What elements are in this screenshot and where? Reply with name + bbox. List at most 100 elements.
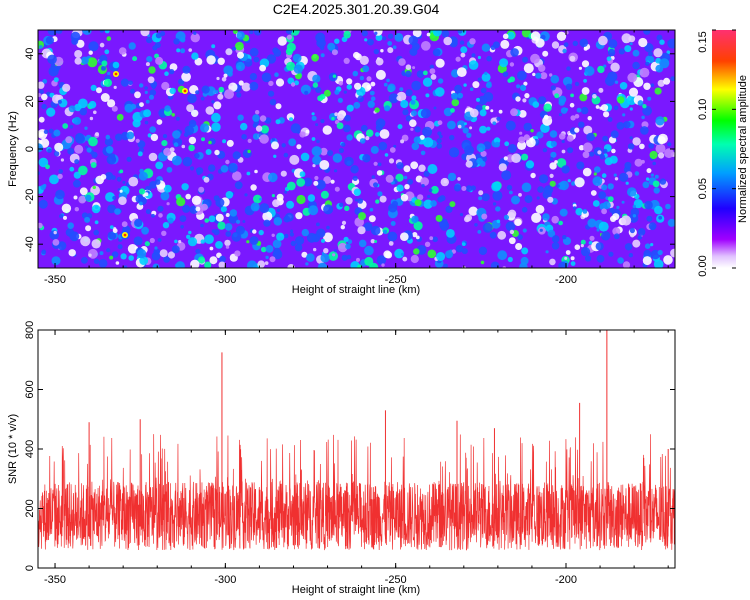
spectrogram-blob [98,259,108,268]
spectrogram-blob [93,229,99,236]
spectrogram-blob [180,225,184,229]
spectrogram-blob [341,220,347,225]
spectrogram-blob [596,254,605,263]
spectrogram-blob [249,73,257,81]
x-tick-label: -200 [555,574,577,586]
spectrogram-blob [549,258,556,266]
spectrogram-blob [217,221,226,230]
spectrogram-blob [206,55,216,65]
spectrogram-blob [343,236,349,242]
spectrogram-blob [85,225,92,232]
spectrogram-blob [104,49,110,55]
spectrogram-blob [315,179,326,190]
spectrogram-blob [65,136,73,144]
spectrogram-blob [272,199,280,208]
spectrogram-blob [374,107,380,113]
spectrogram-blob [468,206,478,216]
spectrogram-blob [492,202,497,206]
spectrogram-blob [392,45,397,50]
spectrogram-blob [144,86,148,90]
spectrogram-blob [45,36,55,45]
spectrogram-blob [123,187,128,192]
spectrogram-blob [429,68,436,75]
spectrogram-blob [650,243,654,247]
spectrogram-blob [579,38,589,48]
spectrogram-blob [352,70,359,77]
spectrogram-blob [262,211,273,222]
spectrogram-blob [618,48,625,55]
spectrogram-blob [294,243,303,252]
spectrogram-blob [634,171,640,176]
spectrogram-blob [296,194,306,205]
spectrogram-blob [225,191,234,199]
spectrogram-blob [189,166,195,171]
spectrogram-blob [416,70,425,78]
spectrogram-blob [59,214,64,219]
spectrogram-blob [607,196,614,203]
spectrogram-blob [632,61,640,70]
spectrogram-blob [549,180,556,187]
spectrogram-blob [286,61,296,71]
spectrogram-blob [195,248,201,254]
spectrogram-blob [254,169,258,174]
spectrogram-blob [236,92,242,98]
spectrogram-blob [502,71,509,77]
spectrogram-blob [320,53,325,58]
snr-y-axis-label: SNR (10 * v/v) [7,414,19,484]
spectrogram-blob [289,30,300,36]
spectrogram-blob [376,170,383,176]
spectrogram-blob [229,209,238,217]
spectrogram-blob [144,192,149,197]
spectrogram-blob [303,177,313,187]
spectrogram-blob [430,200,437,207]
spectrogram-blob [200,203,208,211]
spectrogram-blob [181,71,192,82]
spectrogram-blob [273,217,283,226]
spectrogram-blob [272,239,282,249]
spectrogram-blob [428,188,433,192]
spectrogram-blob [622,113,626,117]
spectrogram-blob [561,149,566,154]
spectrogram-blob [410,99,416,105]
spectrogram-blob [332,74,337,78]
y-tick-label: 400 [24,440,36,458]
spectrogram-blob [93,258,100,264]
spectrogram-blob [268,90,275,97]
spectrogram-blob [408,35,419,46]
spectrogram-blob [565,250,571,255]
spectrogram-blob [374,31,378,35]
spectrogram-blob [252,133,260,140]
spectrogram-blob [167,217,174,224]
spectrogram-blob [171,245,180,254]
spectrogram-blob [584,66,595,76]
spectrogram-blob [347,239,353,245]
spectrogram-blob [145,62,150,67]
spectrogram-blob [43,129,49,134]
spectrogram-blob [112,228,118,234]
spectrogram-blob [457,177,461,181]
spectrogram-blob [519,131,523,135]
spectrogram-blob [73,171,81,179]
spectrogram-blob [149,94,154,100]
spectrogram-blob [223,73,228,78]
spectrogram-blob [121,221,128,228]
spectrogram-blob [650,224,656,230]
spectrogram-blob [450,108,455,113]
spectrogram-blob [116,176,122,182]
spectrogram-blob [653,48,663,58]
spectrogram-blob [162,134,168,139]
spectrogram-blob [149,89,157,96]
spectrogram-blob [341,142,346,147]
spectrogram-blob [659,58,670,69]
spectrogram-blob [95,132,99,137]
spectrogram-blob [135,194,144,204]
spectrogram-blob [252,229,257,234]
spectrogram-blob [616,122,625,130]
spectrogram-blob [305,262,309,266]
spectrogram-blob [176,197,186,207]
spectrogram-blob [632,49,640,57]
spectrogram-blob [47,30,58,36]
spectrogram-blob [275,78,285,87]
spectrogram-blob [564,256,568,260]
spectrogram-blob [264,261,269,265]
